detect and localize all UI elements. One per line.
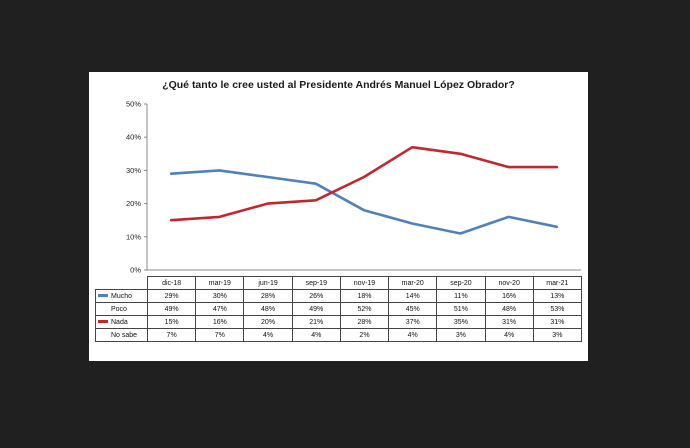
data-label: 49%	[291, 302, 341, 316]
legend-entry: Mucho	[95, 289, 148, 303]
data-label: 11%	[436, 289, 486, 303]
x-tick-label: mar-21	[532, 276, 582, 290]
data-label: 3%	[436, 328, 486, 342]
legend-label: Nada	[111, 318, 128, 326]
chart-title: ¿Qué tanto le cree usted al Presidente A…	[162, 79, 515, 91]
data-label: 4%	[388, 328, 438, 342]
data-label: 31%	[484, 315, 534, 329]
data-label: 37%	[388, 315, 438, 329]
chart-panel: ¿Qué tanto le cree usted al Presidente A…	[89, 72, 588, 361]
y-tick-label: 50%	[126, 100, 141, 109]
data-label: 51%	[436, 302, 486, 316]
legend-label: No sabe	[111, 331, 138, 339]
data-label: 14%	[388, 289, 438, 303]
x-tick-label: nov-20	[484, 276, 534, 290]
data-label: 30%	[195, 289, 245, 303]
data-label: 47%	[195, 302, 245, 316]
data-label: 31%	[532, 315, 582, 329]
data-label: 49%	[146, 302, 197, 316]
data-label: 53%	[532, 302, 582, 316]
legend-entry: No sabe	[95, 328, 148, 342]
data-label: 45%	[388, 302, 438, 316]
data-label: 48%	[484, 302, 534, 316]
table-row: Nada 15% 16% 20% 21% 28% 37% 35% 31% 31%	[95, 315, 582, 329]
legend-entry: Nada	[95, 315, 148, 329]
x-tick-label: sep-19	[291, 276, 341, 290]
legend-entry: Poco	[95, 302, 148, 316]
data-label: 13%	[532, 289, 582, 303]
data-table: dic-18 mar-19 jun-19 sep-19 nov-19 mar-20 sep-…	[95, 276, 582, 342]
line-chart: 0% 10% 20% 30% 40% 50%	[126, 100, 581, 275]
data-label: 4%	[291, 328, 341, 342]
legend-key	[98, 320, 108, 324]
data-label: 7%	[195, 328, 245, 342]
data-label: 28%	[339, 315, 390, 329]
data-label: 48%	[243, 302, 293, 316]
table-row: No sabe 7% 7% 4% 4% 2% 4% 3% 4% 3%	[95, 328, 582, 342]
data-label: 21%	[291, 315, 341, 329]
x-tick-label: jun-19	[243, 276, 293, 290]
legend-label: Mucho	[111, 292, 133, 300]
y-tick-label: 0%	[130, 266, 141, 275]
data-label: 16%	[484, 289, 534, 303]
y-tick-label: 20%	[126, 199, 141, 208]
legend-key	[98, 294, 108, 298]
data-label: 18%	[339, 289, 390, 303]
data-label: 26%	[291, 289, 341, 303]
x-tick-label: mar-19	[195, 276, 245, 290]
table-row: Mucho 29% 30% 28% 26% 18% 14% 11% 16% 13%	[95, 289, 582, 303]
data-label: 4%	[484, 328, 534, 342]
data-label: 7%	[146, 328, 197, 342]
data-label: 52%	[339, 302, 390, 316]
y-tick-label: 40%	[126, 133, 141, 142]
table-corner	[95, 276, 148, 290]
data-label: 35%	[436, 315, 486, 329]
series-line-nada	[169, 145, 559, 222]
data-label: 4%	[243, 328, 293, 342]
data-label: 15%	[146, 315, 197, 329]
y-tick-label: 10%	[126, 232, 141, 241]
table-row: Poco 49% 47% 48% 49% 52% 45% 51% 48% 53%	[95, 302, 582, 316]
x-tick-label: nov-19	[339, 276, 390, 290]
legend-label: Poco	[111, 305, 127, 313]
data-label: 29%	[146, 289, 197, 303]
x-tick-label: dic-18	[146, 276, 197, 290]
x-tick-label: sep-20	[436, 276, 486, 290]
data-label: 20%	[243, 315, 293, 329]
data-label: 3%	[532, 328, 582, 342]
data-label: 28%	[243, 289, 293, 303]
data-label: 2%	[339, 328, 390, 342]
y-tick-label: 30%	[126, 166, 141, 175]
series-line-mucho	[169, 169, 559, 235]
data-label: 16%	[195, 315, 245, 329]
x-tick-label: mar-20	[388, 276, 438, 290]
